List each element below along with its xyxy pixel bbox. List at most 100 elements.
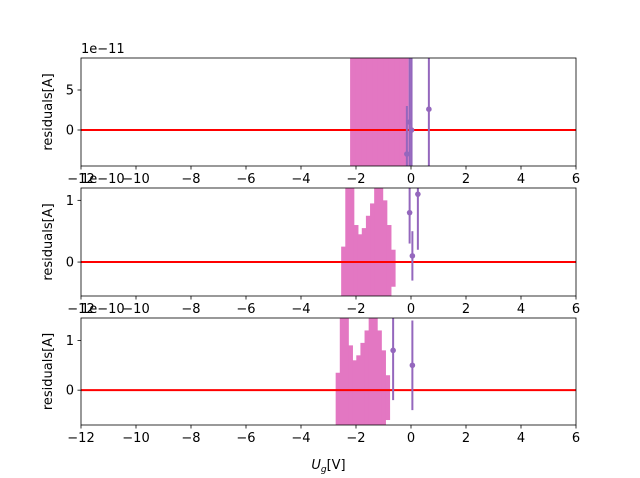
band-errorbar [385,375,391,421]
offset-label: 1e−11 [81,42,125,57]
panel-2: −12 −10 −8 −6 −4 −2 0 2 4 6 0 1 1e−10 residuals[A] [41,172,580,317]
data-point [415,191,421,197]
band-errorbar [366,58,371,166]
x-tick-label: −4 [291,172,310,187]
offset-label: 1e−10 [81,302,125,317]
x-tick-label: −12 [67,302,94,317]
offset-label: 1e−10 [81,172,125,187]
x-tick-label: −12 [67,172,94,187]
y-tick-label: 1 [66,334,74,349]
y-tick-label: 0 [66,384,74,399]
x-tick-label: 6 [572,302,580,317]
band-errorbar [370,203,375,296]
band-errorbar [385,58,390,166]
x-tick-label: −2 [346,172,365,187]
x-tick-label: −6 [236,172,255,187]
band-errorbar [391,58,395,166]
x-tick-label: 4 [517,172,525,187]
x-tick-label: 6 [572,172,580,187]
y-tick-label: 0 [66,124,74,139]
band-errorbar [349,188,355,296]
data-point [409,253,416,259]
band-errorbar [376,330,382,425]
x-tick-label: −8 [181,172,200,187]
x-tick-label: −10 [122,172,149,187]
band-errorbar [382,200,388,296]
band-errorbar [368,318,374,425]
x-tick-label: 2 [462,302,470,317]
data-point [408,127,415,133]
x-tick-label: −12 [67,431,94,446]
band-errorbar [348,345,353,425]
x-tick-label: 0 [407,302,415,317]
x-tick-label: −2 [346,431,365,446]
band-errorbar [380,58,384,166]
x-tick-label: −10 [122,431,149,446]
panel-1: −12 −10 −8 −6 −4 −2 0 2 4 6 0 5 1e−11 residuals[A] [41,42,580,187]
band-errorbar [352,58,357,166]
band-errorbar [355,58,360,166]
x-tick-label: 0 [407,431,415,446]
x-tick-label: 2 [462,431,470,446]
data-point [404,151,410,157]
y-axis-label: residuals[A] [41,73,56,150]
band-errorbar [378,188,384,296]
x-tick-label: −6 [236,302,255,317]
y-tick-label: 0 [66,256,74,271]
band-errorbar [353,225,359,296]
x-tick-label: 4 [517,302,525,317]
band-errorbar [335,372,341,425]
band-errorbar [381,350,386,425]
band-errorbar [372,58,376,166]
x-tick-label: 2 [462,172,470,187]
y-tick-label: 5 [66,84,74,99]
x-tick-label: −8 [181,302,200,317]
y-axis-label: residuals[A] [41,203,56,280]
band-errorbar [339,318,345,425]
band-errorbar [396,58,401,166]
band-errorbar [341,246,347,296]
x-tick-label: 6 [572,431,580,446]
band-errorbar [352,360,358,425]
plot-area [81,58,576,166]
x-tick-label: −2 [346,302,365,317]
band-errorbar [369,58,373,166]
band-errorbar [364,330,370,425]
plot-area [81,188,576,296]
data-point [426,106,432,112]
band-errorbar [390,249,396,287]
axes-frame [80,57,577,167]
x-tick-label: −8 [181,431,200,446]
data-point [390,347,396,354]
band-errorbar [383,58,387,166]
band-errorbar [372,318,378,425]
x-tick-label: −4 [291,431,310,446]
band-errorbar [358,58,362,166]
band-errorbar [357,234,363,296]
band-errorbar [363,58,368,166]
band-errorbar [343,318,349,425]
axes-frame [80,317,577,426]
band-errorbar [386,225,392,296]
x-tick-label: −4 [291,302,310,317]
axes-frame [80,187,577,297]
band-errorbar [399,58,404,166]
plot-area [81,318,576,425]
band-errorbar [361,58,365,166]
data-point [409,362,416,369]
band-errorbar [388,58,393,166]
band-errorbar [365,215,371,296]
band-errorbar [360,342,366,425]
band-errorbar [377,58,382,166]
band-errorbar [350,58,354,166]
y-axis-label: residuals[A] [41,333,56,410]
band-errorbar [402,58,406,166]
x-tick-label: 4 [517,431,525,446]
x-tick-label: −10 [122,302,149,317]
band-errorbar [374,188,380,296]
band-errorbar [345,188,351,296]
x-tick-label: −6 [236,431,255,446]
panel-3: −12 −10 −8 −6 −4 −2 0 2 4 6 0 1 1e−10 residuals[A] Ug[… [41,302,580,475]
y-tick-label: 1 [66,194,74,209]
